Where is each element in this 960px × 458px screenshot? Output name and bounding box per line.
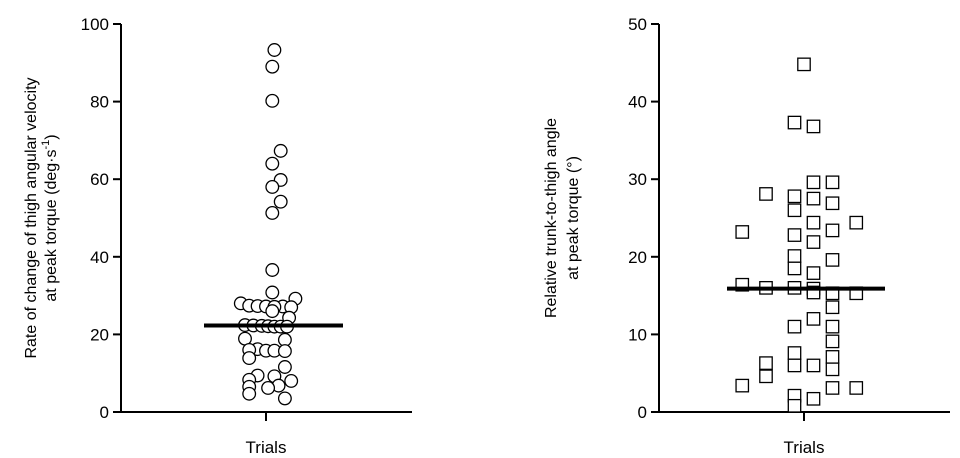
data-point	[825, 175, 840, 190]
y-axis-title-sup: -1	[40, 140, 52, 150]
data-point	[787, 189, 802, 204]
y-tick-label: 0	[638, 403, 647, 422]
data-point	[265, 304, 280, 319]
y-tick-label: 20	[628, 248, 647, 267]
data-point	[825, 362, 840, 377]
data-point	[825, 319, 840, 334]
data-point	[261, 380, 276, 395]
data-point	[825, 223, 840, 238]
x-category-label: Trials	[784, 438, 825, 457]
data-points	[735, 57, 864, 413]
data-point	[242, 351, 257, 366]
data-point	[265, 156, 280, 171]
data-point	[787, 249, 802, 263]
y-tick-label: 30	[628, 170, 647, 189]
data-point	[273, 194, 288, 209]
data-point	[267, 43, 282, 57]
y-tick-label: 40	[90, 248, 109, 267]
y-tick-label: 40	[628, 93, 647, 112]
data-point	[277, 360, 292, 374]
y-tick-label: 60	[90, 170, 109, 189]
data-point	[735, 378, 750, 393]
data-point	[806, 215, 821, 230]
y-tick-label: 80	[90, 93, 109, 112]
y-ticks: 0 10 20 30 40 50	[628, 15, 659, 422]
data-point	[284, 374, 299, 388]
y-axis-title-line2-suffix: )	[43, 134, 60, 139]
x-category-label: Trials	[246, 438, 287, 457]
data-point	[265, 285, 280, 300]
data-point	[825, 300, 840, 315]
y-ticks: 0 20 40 60 80 100	[81, 15, 121, 422]
data-point	[242, 386, 257, 401]
y-axis-title: Relative trunk-to-thigh angle	[543, 118, 560, 318]
data-point	[806, 235, 821, 249]
data-point	[787, 203, 802, 218]
data-point	[806, 391, 821, 406]
y-axis-title-line2-prefix: at peak torque (deg·s	[43, 150, 60, 302]
y-axis-title: Rate of change of thigh angular velocity	[23, 77, 40, 358]
data-point	[273, 143, 288, 158]
data-point	[787, 228, 802, 242]
data-point	[759, 356, 773, 370]
data-point	[265, 93, 280, 108]
data-point	[797, 57, 811, 72]
data-point	[787, 398, 802, 413]
data-point	[825, 196, 840, 211]
data-point	[759, 369, 773, 384]
y-tick-label: 0	[100, 403, 109, 422]
data-point	[849, 381, 864, 395]
data-point	[787, 319, 802, 334]
y-tick-label: 20	[90, 325, 109, 344]
data-points	[233, 43, 303, 406]
data-point	[265, 263, 280, 277]
data-point	[787, 261, 802, 276]
data-point	[277, 391, 292, 406]
data-point	[806, 358, 821, 373]
y-tick-label: 100	[81, 15, 109, 34]
data-point	[806, 175, 821, 190]
data-point	[265, 180, 280, 194]
data-point	[787, 358, 802, 373]
chart-rate-of-change: 0 20 40 60 80 100 Trials Rate of change of th…	[23, 15, 412, 457]
data-point	[806, 191, 821, 206]
data-point	[787, 346, 802, 360]
data-point	[787, 115, 802, 130]
data-point	[825, 350, 840, 364]
y-axis-title-line2: at peak torque (deg·s-1)	[40, 134, 60, 301]
data-point	[806, 266, 821, 280]
data-point	[825, 334, 840, 349]
data-point	[825, 253, 840, 267]
data-point	[759, 187, 773, 201]
data-point	[265, 59, 280, 74]
data-point	[265, 206, 280, 220]
data-point	[806, 312, 821, 326]
data-point	[806, 119, 821, 134]
y-tick-label: 10	[628, 325, 647, 344]
y-tick-label: 50	[628, 15, 647, 34]
y-axis-title-line2: at peak torque (°)	[565, 156, 582, 280]
data-point	[735, 225, 750, 239]
data-point	[849, 215, 864, 230]
data-point	[825, 381, 840, 395]
data-point	[277, 344, 292, 359]
chart-trunk-thigh-angle: 0 10 20 30 40 50 Trials Relative trunk-to-thi…	[543, 15, 950, 457]
